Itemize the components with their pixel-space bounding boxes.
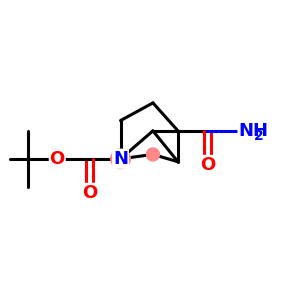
Text: O: O bbox=[50, 150, 65, 168]
Text: O: O bbox=[82, 184, 97, 202]
Circle shape bbox=[111, 149, 130, 169]
Text: N: N bbox=[113, 150, 128, 168]
Text: 2: 2 bbox=[254, 129, 263, 143]
Text: O: O bbox=[200, 156, 215, 174]
Text: NH: NH bbox=[238, 122, 268, 140]
Circle shape bbox=[146, 148, 159, 161]
